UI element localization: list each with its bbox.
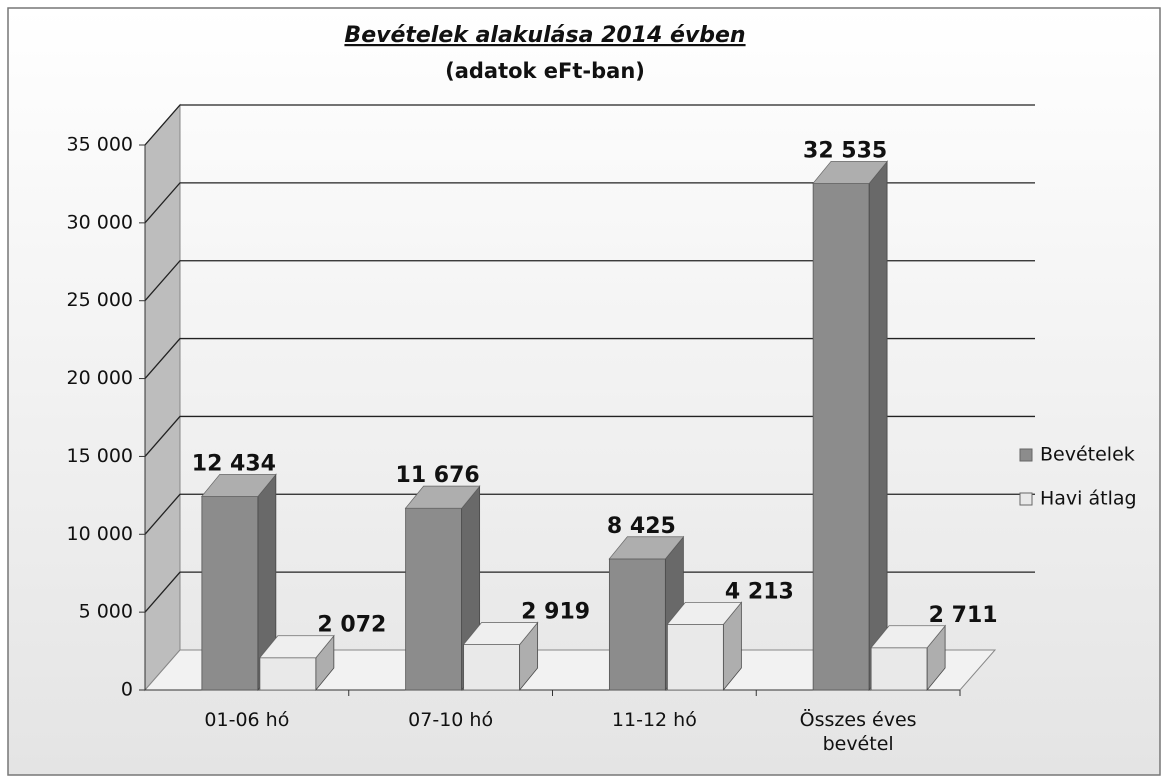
bar xyxy=(462,621,539,692)
bar-top xyxy=(201,473,277,497)
chart-frame xyxy=(7,7,1161,776)
x-tick-label: 07-10 hó xyxy=(408,709,494,731)
bar-side-shade xyxy=(257,474,276,690)
x-tick-label: 11-12 hó xyxy=(611,709,697,731)
grid-line xyxy=(144,260,1035,302)
bar-front xyxy=(405,507,463,691)
bar-top-shade xyxy=(813,161,888,184)
grid-line xyxy=(144,571,1035,613)
bar xyxy=(812,160,888,692)
bar-top-shade xyxy=(259,635,334,658)
bar-front xyxy=(870,647,928,691)
x-tick-label: Összes éves bevétel xyxy=(799,709,917,755)
bar-front xyxy=(812,182,870,691)
grid-line xyxy=(144,337,1035,379)
y-tick-label: 5 000 xyxy=(79,601,133,623)
y-tick-label: 20 000 xyxy=(67,367,133,389)
bar-top xyxy=(462,622,539,645)
value-label: 2 711 xyxy=(929,603,998,628)
value-label: 2 072 xyxy=(317,613,386,638)
bar-front xyxy=(463,644,521,691)
bar-top-shade xyxy=(405,486,480,509)
bar xyxy=(666,601,743,692)
bar-side-shade xyxy=(927,625,946,690)
chart-title: Bevételek alakulása 2014 évben xyxy=(344,23,745,48)
y-tick-label: 35 000 xyxy=(67,134,133,156)
y-tick-label: 15 000 xyxy=(67,445,133,467)
legend-label: Havi átlag xyxy=(1040,488,1137,510)
legend-swatch xyxy=(1019,492,1033,506)
x-tick-label: 01-06 hó xyxy=(204,709,290,731)
y-tick-label: 25 000 xyxy=(67,289,133,311)
bar-top-shade xyxy=(609,536,684,559)
value-label: 32 535 xyxy=(803,138,887,163)
legend-label: Bevételek xyxy=(1040,444,1135,466)
value-label: 8 425 xyxy=(607,514,676,539)
bar-top-shade xyxy=(201,474,276,497)
value-label: 4 213 xyxy=(725,579,794,604)
bar-front xyxy=(259,657,317,691)
bar-side-shade xyxy=(315,635,334,690)
value-label: 11 676 xyxy=(396,463,480,488)
bar-front xyxy=(608,558,666,691)
y-tick-label: 30 000 xyxy=(67,211,133,233)
bar-top-shade xyxy=(667,602,742,625)
chart-subtitle: (adatok eFt-ban) xyxy=(445,59,645,83)
bar-top xyxy=(812,160,888,184)
value-label: 12 434 xyxy=(192,451,276,476)
bar-top xyxy=(608,536,685,560)
value-label: 2 919 xyxy=(521,600,590,625)
back-wall xyxy=(144,103,181,692)
bar-top-shade xyxy=(871,625,946,648)
y-tick-label: 0 xyxy=(121,679,133,701)
bar-top xyxy=(404,485,481,509)
bar-top-shade xyxy=(463,622,538,645)
bar xyxy=(870,624,946,692)
bar-top xyxy=(870,625,946,649)
bar-top xyxy=(666,601,743,625)
grid-line xyxy=(144,182,1035,224)
bar xyxy=(259,634,335,692)
grid-line xyxy=(144,493,1035,535)
grid-line xyxy=(144,104,1035,146)
y-tick-label: 10 000 xyxy=(67,523,133,545)
bar-top xyxy=(259,635,335,659)
bar xyxy=(201,473,277,692)
bar-front xyxy=(666,623,724,691)
bar-side-shade xyxy=(869,161,888,691)
bar-side-shade xyxy=(723,602,742,690)
bar-front xyxy=(201,495,259,691)
legend-swatch xyxy=(1019,448,1033,462)
grid-line xyxy=(144,415,1035,457)
